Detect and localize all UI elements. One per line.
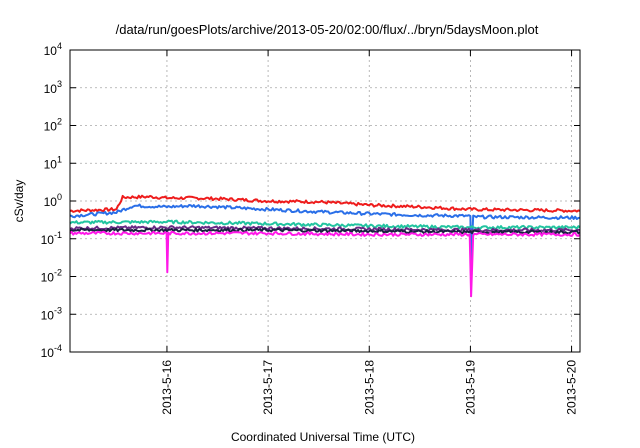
series-line-1 bbox=[69, 194, 581, 213]
series-line-2 bbox=[69, 203, 581, 267]
y-tick-exponent: 4 bbox=[57, 41, 62, 51]
y-tick-label: 10-2 bbox=[41, 268, 62, 285]
y-tick-exponent: 0 bbox=[57, 192, 62, 202]
y-tick-exponent: -1 bbox=[54, 230, 62, 240]
y-tick-base: 10 bbox=[44, 82, 58, 96]
y-tick-exponent: 1 bbox=[57, 154, 62, 164]
y-tick-exponent: 2 bbox=[57, 117, 62, 127]
y-tick-label: 104 bbox=[44, 41, 62, 58]
y-tick-exponent: -4 bbox=[54, 343, 62, 353]
y-tick-base: 10 bbox=[44, 195, 58, 209]
y-tick-label: 10-1 bbox=[41, 230, 62, 247]
y-tick-label: 10-4 bbox=[41, 343, 62, 360]
y-tick-label: 103 bbox=[44, 79, 62, 96]
y-tick-exponent: -3 bbox=[54, 305, 62, 315]
x-tick-label: 2013-5-16 bbox=[160, 360, 174, 415]
y-tick-base: 10 bbox=[41, 346, 55, 360]
y-tick-base: 10 bbox=[41, 271, 55, 285]
y-tick-exponent: -2 bbox=[54, 268, 62, 278]
x-tick-label: 2013-5-20 bbox=[565, 360, 579, 415]
y-tick-base: 10 bbox=[44, 157, 58, 171]
y-tick-label: 10-3 bbox=[41, 305, 62, 322]
y-tick-label: 102 bbox=[44, 117, 62, 134]
chart-title: /data/run/goesPlots/archive/2013-05-20/0… bbox=[116, 22, 539, 37]
y-axis-label: cSv/day bbox=[12, 180, 26, 223]
x-tick-label: 2013-5-17 bbox=[261, 360, 275, 415]
y-tick-label: 100 bbox=[44, 192, 62, 209]
x-axis: 2013-5-16 2013-5-17 2013-5-18 2013-5-19 2013… bbox=[160, 50, 579, 415]
y-tick-base: 10 bbox=[41, 308, 55, 322]
x-axis-label: Coordinated Universal Time (UTC) bbox=[231, 430, 415, 444]
grid bbox=[70, 50, 580, 352]
x-tick-label: 2013-5-18 bbox=[362, 360, 376, 415]
x-tick-label: 2013-5-19 bbox=[463, 360, 477, 415]
y-tick-label: 101 bbox=[44, 154, 62, 171]
series-group bbox=[69, 194, 581, 298]
y-tick-base: 10 bbox=[41, 233, 55, 247]
y-tick-base: 10 bbox=[44, 120, 58, 134]
series-line-3 bbox=[69, 219, 581, 230]
y-tick-exponent: 3 bbox=[57, 79, 62, 89]
series-line-6 bbox=[69, 230, 581, 298]
y-tick-base: 10 bbox=[44, 44, 58, 58]
